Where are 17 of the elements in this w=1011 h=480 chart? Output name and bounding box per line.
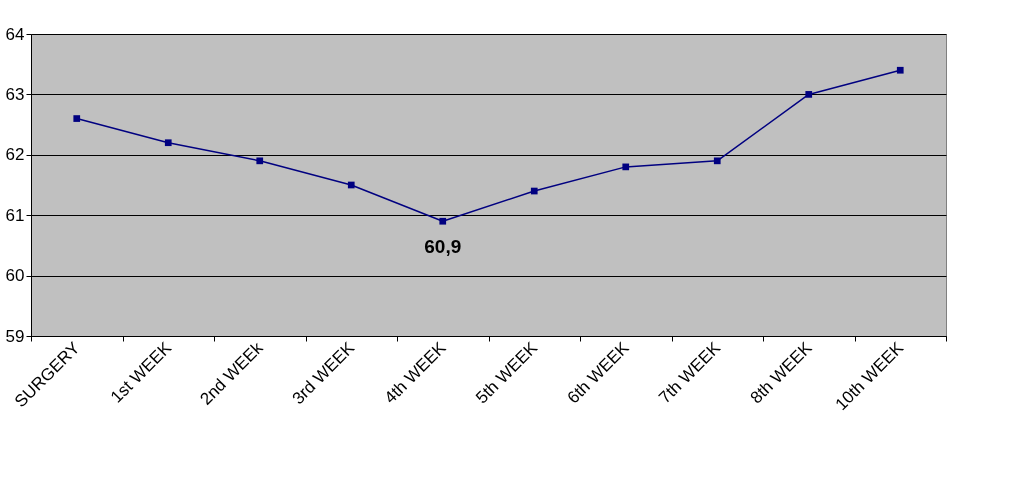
point bbox=[805, 91, 813, 98]
y-tick-label: 61 bbox=[5, 205, 25, 225]
point bbox=[73, 115, 81, 122]
y-tick-label: 62 bbox=[5, 145, 25, 165]
point bbox=[530, 187, 538, 195]
point bbox=[164, 139, 172, 147]
point bbox=[347, 181, 355, 189]
y-tick-label: 59 bbox=[5, 326, 25, 346]
y-tick-label: 64 bbox=[5, 24, 25, 44]
point bbox=[896, 66, 904, 74]
y-tick-label: 63 bbox=[5, 84, 25, 104]
point bbox=[439, 217, 447, 225]
point bbox=[713, 157, 721, 165]
y-tick-label: 60 bbox=[5, 266, 25, 286]
point bbox=[622, 163, 630, 171]
annotation: 60,9 bbox=[424, 236, 462, 258]
point bbox=[256, 157, 264, 165]
